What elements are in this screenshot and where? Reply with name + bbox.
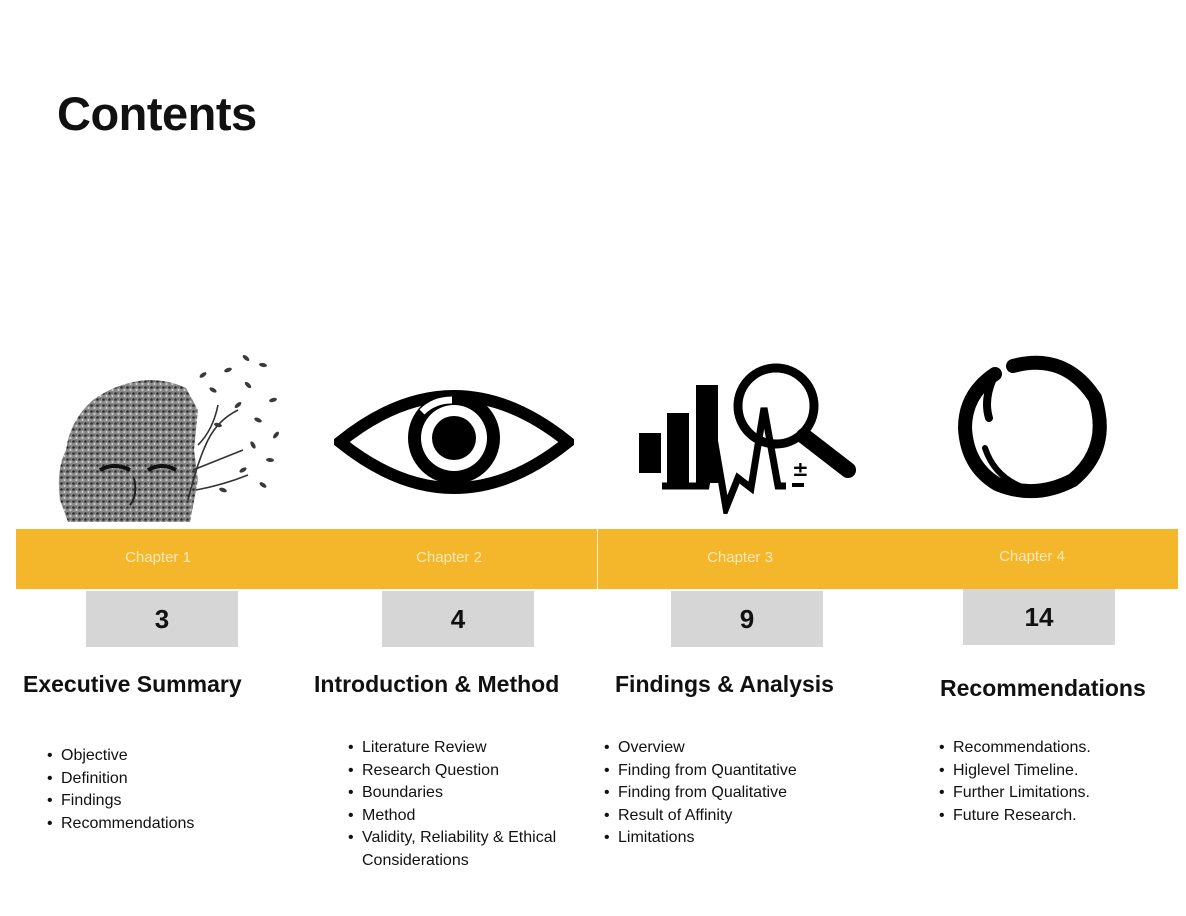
chapter-label-2: Chapter 2: [416, 549, 482, 566]
list-item: Research Question: [348, 760, 592, 783]
list-item: Limitations: [604, 827, 868, 850]
list-item: Method: [348, 805, 592, 828]
page-number-1: 3: [86, 591, 238, 647]
chapter-2-items: Literature Review Research Question Boun…: [348, 737, 592, 873]
list-item: Overview: [604, 737, 868, 760]
list-item: Definition: [47, 768, 291, 791]
analysis-magnifier-icon: ±: [636, 358, 858, 514]
list-item: Result of Affinity: [604, 805, 868, 828]
svg-text:±: ±: [792, 457, 809, 481]
eye-icon: [334, 378, 574, 506]
list-item: Recommendations: [47, 813, 291, 836]
chapter-heading-1: Executive Summary: [23, 671, 242, 697]
list-item: Higlevel Timeline.: [939, 760, 1183, 783]
chapter-heading-2: Introduction & Method: [314, 671, 560, 697]
list-item: Literature Review: [348, 737, 592, 760]
list-item: Finding from Quantitative: [604, 760, 868, 783]
page-title: Contents: [57, 87, 257, 140]
list-item: Boundaries: [348, 782, 592, 805]
enso-circle-icon: [955, 348, 1111, 500]
list-item: Objective: [47, 745, 291, 768]
list-item: Findings: [47, 790, 291, 813]
page-number-4: 14: [963, 589, 1115, 645]
dispersing-head-icon: [48, 350, 283, 522]
chapter-4-items: Recommendations. Higlevel Timeline. Furt…: [939, 737, 1183, 827]
chapter-label-1: Chapter 1: [125, 549, 191, 566]
list-item: Further Limitations.: [939, 782, 1183, 805]
list-item: Future Research.: [939, 805, 1183, 828]
chapter-label-4: Chapter 4: [999, 548, 1065, 565]
page-number-2: 4: [382, 591, 534, 647]
chapter-1-items: Objective Definition Findings Recommenda…: [47, 745, 291, 835]
chapter-heading-4: Recommendations: [940, 675, 1146, 701]
list-item: Recommendations.: [939, 737, 1183, 760]
band-divider: [597, 529, 598, 589]
chapter-label-3: Chapter 3: [707, 549, 773, 566]
chapter-heading-3: Findings & Analysis: [615, 671, 834, 697]
list-item: Validity, Reliability & Ethical Consider…: [348, 827, 592, 872]
list-item: Finding from Qualitative: [604, 782, 868, 805]
chapter-3-items: Overview Finding from Quantitative Findi…: [604, 737, 868, 850]
page-number-3: 9: [671, 591, 823, 647]
